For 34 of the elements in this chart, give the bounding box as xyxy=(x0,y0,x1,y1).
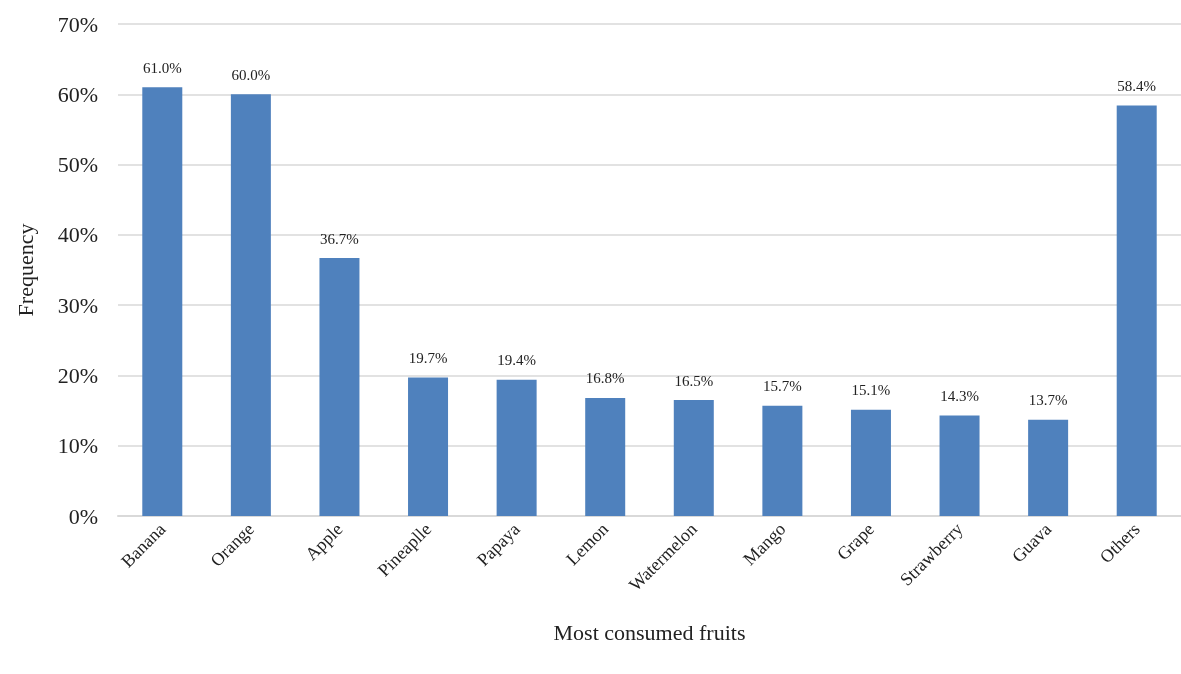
bar xyxy=(762,405,803,516)
y-axis-title: Frequency xyxy=(12,223,38,317)
bar xyxy=(1116,105,1157,516)
data-label: 13.7% xyxy=(1028,392,1068,409)
bar xyxy=(230,94,271,516)
bar xyxy=(142,87,183,516)
y-tick-label: 10% xyxy=(57,433,98,459)
data-label: 15.7% xyxy=(763,378,802,395)
bar xyxy=(939,415,980,516)
data-label: 16.8% xyxy=(585,370,625,387)
data-label: 36.7% xyxy=(320,230,359,247)
data-label: 61.0% xyxy=(142,59,182,76)
data-label: 15.1% xyxy=(851,382,891,399)
y-tick-label: 0% xyxy=(68,503,98,529)
bar xyxy=(673,400,714,516)
y-tick-label: 20% xyxy=(57,362,98,388)
x-axis-title: Most consumed fruits xyxy=(553,619,746,645)
data-label: 19.7% xyxy=(408,350,448,367)
data-label: 19.4% xyxy=(497,352,536,369)
bar xyxy=(1028,419,1069,516)
bar xyxy=(319,258,360,516)
bar xyxy=(408,377,449,516)
y-tick-label: 50% xyxy=(57,152,98,178)
y-tick-label: 60% xyxy=(57,81,98,107)
y-tick-label: 40% xyxy=(57,222,98,248)
bar xyxy=(585,397,626,516)
bar xyxy=(496,379,537,516)
data-label: 14.3% xyxy=(940,387,979,404)
bar xyxy=(850,409,891,516)
data-label: 60.0% xyxy=(231,66,271,83)
data-label: 16.5% xyxy=(674,372,714,389)
y-tick-label: 30% xyxy=(57,292,98,318)
data-label: 58.4% xyxy=(1117,78,1157,95)
y-tick-label: 70% xyxy=(57,11,98,37)
